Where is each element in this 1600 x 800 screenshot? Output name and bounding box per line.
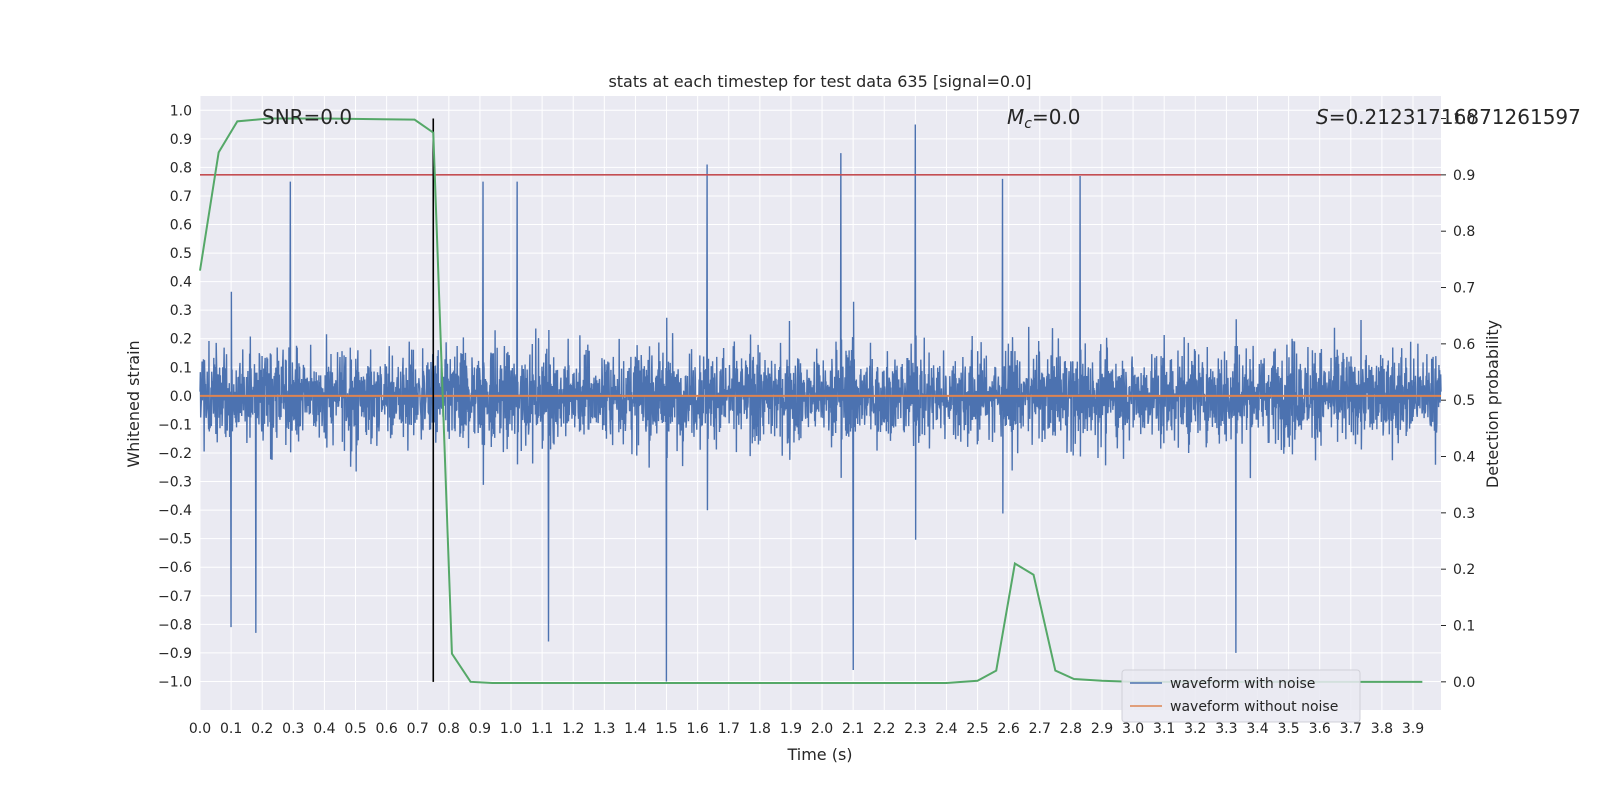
chart-title: stats at each timestep for test data 635… <box>608 72 1031 91</box>
x-tick-label: 0.6 <box>375 721 397 737</box>
x-tick-label: 0.3 <box>282 721 304 737</box>
y-left-tick-label: −0.2 <box>158 446 192 462</box>
mc-subscript: c <box>1024 116 1032 132</box>
y-left-tick-label: 1.0 <box>170 103 192 119</box>
x-tick-label: 1.8 <box>749 721 771 737</box>
y-right-tick-labels: 0.0 0.1 0.2 0.3 0.4 0.5 0.6 0.7 0.8 0.9 1.0 <box>1441 112 1475 691</box>
s-symbol: S <box>1316 105 1329 129</box>
x-tick-label: 0.9 <box>469 721 491 737</box>
x-tick-label: 1.7 <box>718 721 740 737</box>
s-value: =0.21231716871261597 <box>1329 105 1581 129</box>
snr-annotation: SNR=0.0 <box>262 105 352 129</box>
x-tick-label: 1.3 <box>593 721 615 737</box>
y-left-tick-label: 0.9 <box>170 132 192 148</box>
legend-label-noise: waveform with noise <box>1170 676 1315 692</box>
x-tick-label: 2.9 <box>1091 721 1113 737</box>
x-tick-label: 1.9 <box>780 721 802 737</box>
series-waveform-with-noise <box>199 124 1442 682</box>
x-tick-label: 2.4 <box>935 721 957 737</box>
s-annotation: S=0.21231716871261597 <box>1316 105 1581 129</box>
x-tick-label: 0.5 <box>344 721 366 737</box>
x-tick-label: 0.2 <box>251 721 273 737</box>
y-right-tick-label: 1.0 <box>1453 112 1475 128</box>
x-tick-label: 0.1 <box>220 721 242 737</box>
x-axis-title: Time (s) <box>786 745 852 764</box>
x-tick-label: 3.8 <box>1371 721 1393 737</box>
y-right-tick-label: 0.0 <box>1453 675 1475 691</box>
x-tick-label: 2.0 <box>811 721 833 737</box>
legend: waveform with noise waveform without noi… <box>1121 669 1361 723</box>
y-left-tick-label: −0.3 <box>158 475 192 491</box>
y-left-tick-label: 0.6 <box>170 218 192 234</box>
x-tick-label: 2.8 <box>1060 721 1082 737</box>
x-tick-label: 0.0 <box>189 721 211 737</box>
x-tick-labels: 0.0 0.1 0.2 0.3 0.4 0.5 0.6 0.7 0.8 0.9 1.0 1.1 1.2 1… <box>189 721 1424 737</box>
y-left-tick-label: 0.4 <box>170 275 192 291</box>
y-left-tick-label: 0.0 <box>170 389 192 405</box>
y-right-tick-label: 0.1 <box>1453 619 1475 635</box>
mc-value: =0.0 <box>1032 105 1081 129</box>
y-right-tick-label: 0.9 <box>1453 168 1475 184</box>
series-detection-probability <box>199 117 1423 684</box>
y-left-tick-label: 0.8 <box>170 160 192 176</box>
y-left-tick-label: −0.1 <box>158 417 192 433</box>
y-left-tick-label: 0.3 <box>170 303 192 319</box>
x-tick-label: 1.5 <box>655 721 677 737</box>
x-tick-label: 0.4 <box>313 721 335 737</box>
y-left-tick-labels: −1.0 −0.9 −0.8 −0.7 −0.6 −0.5 −0.4 −0.3 −0.2 −0.1… <box>158 103 192 690</box>
mc-symbol: M <box>1007 105 1024 129</box>
legend-label-clean: waveform without noise <box>1170 699 1338 715</box>
y-left-tick-label: −0.4 <box>158 503 192 519</box>
x-tick-label: 1.1 <box>531 721 553 737</box>
y-right-tick-label: 0.7 <box>1453 281 1475 297</box>
x-tick-label: 1.0 <box>500 721 522 737</box>
x-tick-label: 2.5 <box>966 721 988 737</box>
x-tick-label: 0.7 <box>407 721 429 737</box>
y-left-tick-label: −0.9 <box>158 646 192 662</box>
x-tick-label: 2.7 <box>1029 721 1051 737</box>
y-left-tick-label: −0.7 <box>158 589 192 605</box>
y-left-tick-label: −0.5 <box>158 532 192 548</box>
x-tick-label: 2.1 <box>842 721 864 737</box>
mc-annotation: Mc=0.0 <box>1007 105 1081 132</box>
x-tick-label: 3.2 <box>1184 721 1206 737</box>
x-tick-label: 1.6 <box>687 721 709 737</box>
y-left-tick-label: 0.5 <box>170 246 192 262</box>
y-left-tick-label: 0.7 <box>170 189 192 205</box>
y-right-tick-label: 0.4 <box>1453 450 1475 466</box>
x-tick-label: 3.3 <box>1215 721 1237 737</box>
x-tick-label: 2.6 <box>998 721 1020 737</box>
x-tick-label: 0.8 <box>438 721 460 737</box>
y-left-tick-label: −1.0 <box>158 674 192 690</box>
x-tick-label: 3.0 <box>1122 721 1144 737</box>
legend-box <box>1121 669 1361 723</box>
x-tick-label: 3.5 <box>1277 721 1299 737</box>
x-tick-label: 3.1 <box>1153 721 1175 737</box>
y-right-tick-label: 0.2 <box>1453 562 1475 578</box>
x-tick-label: 2.2 <box>873 721 895 737</box>
x-tick-label: 1.4 <box>624 721 646 737</box>
y-right-tick-label: 0.8 <box>1453 224 1475 240</box>
x-tick-label: 2.3 <box>904 721 926 737</box>
y-axis-title-left: Whitened strain <box>124 340 143 467</box>
y-right-tick-label: 0.5 <box>1453 393 1475 409</box>
y-axis-title-right: Detection probability <box>1483 320 1502 488</box>
x-tick-label: 1.2 <box>562 721 584 737</box>
noise-waveform-path <box>199 124 1442 682</box>
y-left-tick-label: 0.2 <box>170 332 192 348</box>
y-right-tick-label: 0.6 <box>1453 337 1475 353</box>
y-left-tick-label: −0.6 <box>158 560 192 576</box>
x-tick-label: 3.7 <box>1340 721 1362 737</box>
x-tick-label: 3.4 <box>1246 721 1268 737</box>
y-right-tick-label: 0.3 <box>1453 506 1475 522</box>
x-tick-label: 3.9 <box>1402 721 1424 737</box>
x-tick-label: 3.6 <box>1309 721 1331 737</box>
y-left-tick-label: −0.8 <box>158 617 192 633</box>
y-left-tick-label: 0.1 <box>170 360 192 376</box>
